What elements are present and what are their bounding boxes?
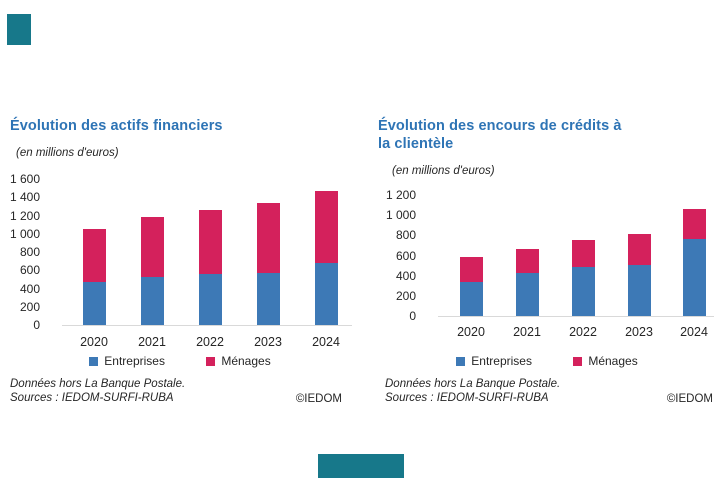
- bar-segment-ménages-2024: [314, 190, 338, 264]
- right-chart-title: Évolution des encours de crédits à la cl…: [378, 118, 622, 152]
- legend-item-entreprises: Entreprises: [89, 354, 165, 368]
- x-axis-tick-label: 2023: [625, 325, 653, 339]
- bar-segment-entreprises-2022: [198, 273, 222, 325]
- bar-segment-entreprises-2022: [571, 267, 595, 316]
- data-note: Données hors La Banque Postale.: [385, 378, 561, 390]
- entreprises-color-swatch: [89, 356, 99, 366]
- y-axis-tick-label: 1 600: [9, 172, 40, 186]
- legend-label-entreprises: Entreprises: [471, 354, 532, 368]
- page-decoration-top-left: [7, 14, 31, 45]
- y-axis-tick-label: 600: [395, 248, 416, 263]
- right-chart-legend: Entreprises Ménages: [378, 354, 716, 369]
- y-axis-tick-label: 1 000: [9, 226, 40, 241]
- bar-segment-ménages-2022: [198, 209, 222, 274]
- left-chart-title: Évolution des actifs financiers: [10, 118, 223, 134]
- y-axis-tick-label: 0: [409, 309, 416, 323]
- x-axis-tick-label: 2020: [457, 325, 485, 339]
- y-axis-tick-label: 400: [19, 281, 40, 296]
- y-axis-tick-label: 1 400: [9, 190, 40, 205]
- bar-segment-ménages-2022: [571, 239, 595, 268]
- y-axis-tick-label: 200: [395, 288, 416, 303]
- x-axis-tick-label: 2022: [569, 325, 597, 339]
- bar-segment-entreprises-2021: [140, 276, 164, 325]
- bar-segment-ménages-2023: [256, 203, 280, 273]
- y-axis-tick-label: 0: [33, 318, 40, 332]
- x-axis-tick-label: 2020: [80, 335, 108, 349]
- right-chart-footer: Données hors La Banque Postale. Sources …: [385, 378, 713, 405]
- entreprises-color-swatch: [456, 356, 466, 366]
- data-note: Données hors La Banque Postale.: [10, 378, 186, 390]
- x-axis-tick-label: 2023: [254, 335, 282, 349]
- y-axis-tick-label: 800: [395, 228, 416, 243]
- bar-segment-entreprises-2024: [682, 238, 706, 316]
- bar-segment-ménages-2023: [627, 233, 651, 266]
- legend-item-menages: Ménages: [206, 354, 271, 368]
- bar-segment-entreprises-2023: [627, 265, 651, 316]
- x-axis-line: [62, 325, 352, 326]
- x-axis-line: [438, 316, 714, 317]
- legend-label-menages: Ménages: [221, 354, 271, 368]
- x-axis-tick-label: 2022: [196, 335, 224, 349]
- y-axis-tick-label: 1 000: [385, 208, 416, 223]
- left-chart-legend: Entreprises Ménages: [8, 354, 352, 369]
- x-axis-tick-label: 2021: [513, 325, 541, 339]
- bar-segment-ménages-2021: [140, 217, 164, 277]
- legend-item-menages: Ménages: [573, 354, 638, 368]
- y-axis-tick-label: 200: [19, 299, 40, 314]
- x-axis-tick-label: 2024: [680, 325, 708, 339]
- page-decoration-bottom: [318, 454, 404, 478]
- bar-segment-entreprises-2024: [314, 263, 338, 325]
- x-axis-tick-label: 2024: [312, 335, 340, 349]
- left-chart-footer: Données hors La Banque Postale. Sources …: [10, 378, 342, 405]
- y-axis-tick-label: 600: [19, 263, 40, 278]
- copyright-label: ©IEDOM: [295, 393, 342, 405]
- left-chart-subtitle: (en millions d'euros): [16, 147, 119, 159]
- sources-note: Sources : IEDOM-SURFI-RUBA: [10, 391, 174, 404]
- bar-segment-ménages-2021: [515, 248, 539, 274]
- legend-item-entreprises: Entreprises: [456, 354, 532, 368]
- y-axis-tick-label: 1 200: [9, 208, 40, 223]
- bar-segment-entreprises-2020: [82, 282, 106, 325]
- copyright-label: ©IEDOM: [666, 393, 713, 405]
- menages-color-swatch: [573, 356, 583, 366]
- legend-label-menages: Ménages: [588, 354, 638, 368]
- y-axis-tick-label: 800: [19, 245, 40, 259]
- y-axis-tick-label: 400: [395, 268, 416, 283]
- menages-color-swatch: [206, 356, 216, 366]
- bar-segment-ménages-2020: [82, 229, 106, 283]
- bar-segment-entreprises-2021: [515, 273, 539, 316]
- bar-segment-entreprises-2023: [256, 272, 280, 325]
- legend-label-entreprises: Entreprises: [104, 354, 165, 368]
- sources-note: Sources : IEDOM-SURFI-RUBA: [385, 391, 549, 404]
- right-chart-subtitle: (en millions d'euros): [392, 165, 495, 177]
- bar-segment-entreprises-2020: [459, 282, 483, 316]
- y-axis-tick-label: 1 200: [385, 188, 416, 202]
- bar-segment-ménages-2024: [682, 209, 706, 239]
- bar-segment-ménages-2020: [459, 256, 483, 283]
- x-axis-tick-label: 2021: [138, 335, 166, 349]
